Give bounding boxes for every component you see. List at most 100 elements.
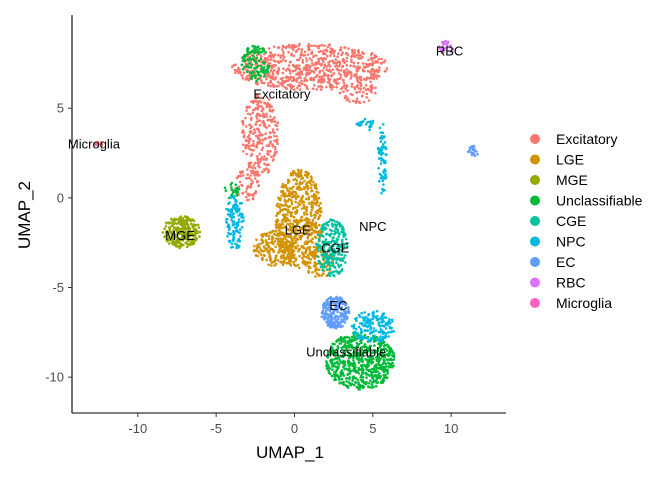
- point: [337, 52, 340, 55]
- point: [260, 233, 263, 237]
- point: [307, 266, 311, 270]
- point: [317, 85, 320, 88]
- point: [288, 219, 291, 222]
- point: [325, 243, 328, 246]
- point: [333, 321, 337, 325]
- point: [327, 64, 330, 67]
- point: [252, 142, 255, 146]
- point: [279, 260, 282, 264]
- point: [376, 147, 380, 151]
- point: [340, 240, 344, 244]
- point: [322, 306, 325, 310]
- point: [268, 98, 271, 101]
- point: [271, 128, 275, 131]
- point: [318, 44, 322, 47]
- point: [281, 263, 285, 267]
- point: [258, 138, 262, 141]
- point: [261, 108, 265, 111]
- point: [392, 351, 395, 355]
- point: [379, 324, 382, 328]
- point: [306, 193, 310, 196]
- point: [246, 168, 249, 171]
- point: [382, 312, 386, 315]
- point: [274, 229, 278, 232]
- point: [259, 60, 263, 64]
- point: [292, 224, 295, 228]
- point: [252, 74, 255, 77]
- point: [357, 325, 361, 329]
- point: [277, 239, 280, 242]
- point: [273, 151, 277, 154]
- point: [270, 155, 273, 158]
- point: [378, 372, 381, 375]
- point: [304, 207, 308, 210]
- point: [289, 198, 293, 202]
- point: [292, 195, 296, 198]
- point: [261, 121, 264, 124]
- point: [373, 71, 376, 75]
- point: [245, 195, 248, 199]
- point: [364, 322, 367, 325]
- point: [372, 312, 375, 316]
- point: [250, 125, 253, 128]
- point: [261, 240, 265, 243]
- point: [334, 78, 338, 82]
- point: [289, 83, 293, 87]
- point: [306, 236, 310, 240]
- point: [312, 198, 316, 202]
- point: [362, 351, 366, 354]
- point: [337, 235, 340, 238]
- point: [232, 239, 235, 242]
- point: [317, 191, 320, 195]
- point: [386, 369, 389, 373]
- point: [376, 60, 379, 63]
- point: [248, 105, 251, 109]
- point: [375, 309, 379, 313]
- point: [347, 341, 350, 345]
- point: [307, 230, 311, 233]
- point: [338, 303, 341, 307]
- legend-key-cge: [530, 216, 540, 226]
- point: [375, 55, 378, 58]
- point: [244, 78, 247, 81]
- point: [279, 242, 283, 245]
- point: [384, 369, 387, 373]
- point: [341, 226, 345, 229]
- point: [285, 87, 288, 90]
- point: [321, 241, 325, 245]
- point: [235, 191, 238, 195]
- point: [245, 109, 248, 112]
- point: [337, 364, 340, 368]
- point: [307, 202, 311, 205]
- point: [256, 113, 259, 116]
- point: [345, 56, 349, 60]
- point: [292, 85, 295, 88]
- point: [267, 234, 271, 238]
- point: [323, 304, 326, 307]
- point: [323, 265, 327, 269]
- point: [311, 271, 314, 274]
- point: [295, 172, 299, 176]
- point: [231, 245, 234, 249]
- point: [321, 69, 325, 72]
- point: [364, 336, 367, 340]
- point: [264, 239, 268, 242]
- point: [376, 347, 380, 351]
- point: [236, 223, 240, 227]
- point: [253, 244, 256, 248]
- point: [322, 78, 326, 81]
- point: [355, 357, 359, 360]
- point: [172, 229, 175, 232]
- series-cge: [315, 218, 349, 278]
- point: [290, 44, 294, 47]
- point: [310, 208, 314, 212]
- point: [372, 367, 376, 370]
- point: [249, 130, 253, 133]
- point: [374, 384, 378, 388]
- point: [240, 183, 243, 187]
- point: [276, 53, 280, 57]
- point: [329, 345, 333, 348]
- point: [316, 243, 320, 246]
- point: [350, 58, 353, 62]
